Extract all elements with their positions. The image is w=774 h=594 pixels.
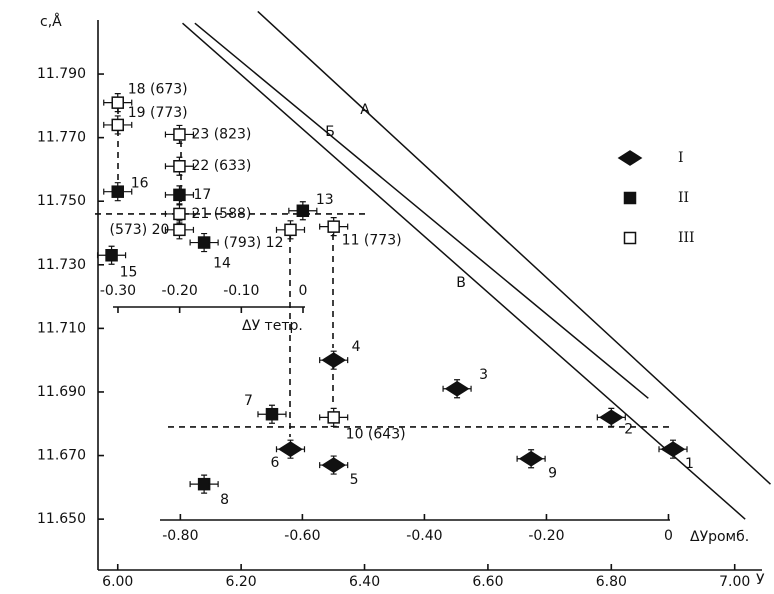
- x-tick-label: 6.20: [226, 574, 257, 590]
- trend-line: [194, 22, 649, 399]
- point: [265, 407, 279, 421]
- point: [321, 457, 347, 473]
- point: [321, 352, 347, 369]
- legend-label: I: [678, 150, 684, 166]
- point-label: 6: [270, 455, 279, 471]
- legend-marker: [623, 191, 637, 205]
- legend-marker: [617, 150, 643, 166]
- legend-marker: [623, 231, 637, 245]
- rhomb-axis-label: ΔУромб.: [690, 529, 749, 545]
- point-label: 10 (643): [346, 426, 406, 442]
- point-label: 16: [131, 176, 149, 192]
- point-label: 3: [479, 367, 488, 383]
- y-axis-label: c,Å: [40, 13, 62, 30]
- point-label: 7: [244, 393, 253, 409]
- axis-tick-label: -0.10: [223, 283, 259, 299]
- point: [296, 204, 310, 218]
- legend-label: II: [678, 190, 689, 206]
- point: [444, 380, 470, 397]
- point: [111, 118, 124, 132]
- point: [173, 223, 186, 237]
- axis-tick-label: -0.80: [162, 528, 198, 544]
- line-label: В: [456, 275, 466, 291]
- x-axis-label: У: [756, 572, 765, 588]
- point: [111, 96, 124, 109]
- point-label: 2: [624, 421, 633, 437]
- point-label: 11 (773): [342, 233, 402, 249]
- point-label: 1: [685, 456, 694, 472]
- point: [173, 159, 186, 173]
- point-label: 8: [220, 492, 229, 508]
- y-tick-label: 11.730: [37, 257, 86, 273]
- axis-tick-label: 0: [299, 283, 308, 299]
- point: [197, 236, 211, 249]
- point-label: (573) 20: [110, 222, 170, 238]
- point: [173, 188, 186, 202]
- point: [660, 441, 686, 458]
- point: [278, 441, 303, 458]
- y-tick-label: 11.670: [37, 448, 86, 464]
- axis-tick-label: 0: [664, 528, 673, 544]
- point: [518, 450, 544, 467]
- point: [111, 185, 124, 198]
- line-label: А: [360, 102, 370, 118]
- point-label: 13: [316, 192, 334, 208]
- point-label: (793) 12: [224, 235, 284, 251]
- point: [327, 220, 340, 233]
- point-label: 17: [193, 187, 211, 203]
- y-tick-label: 11.770: [37, 130, 86, 146]
- point: [173, 207, 186, 221]
- x-tick-label: 6.00: [102, 574, 133, 590]
- point-label: 4: [352, 339, 361, 355]
- line-label: Б: [325, 124, 335, 140]
- point: [598, 409, 624, 426]
- x-tick-label: 6.40: [349, 574, 380, 590]
- point-label: 23 (823): [191, 126, 251, 142]
- tetr-axis-label: ΔУ тетр.: [242, 318, 303, 334]
- trend-line: [257, 10, 771, 485]
- y-tick-label: 11.650: [37, 511, 86, 527]
- y-tick-label: 11.690: [37, 384, 86, 400]
- point-label: 5: [350, 472, 359, 488]
- legend-label: III: [678, 230, 695, 246]
- point-label: 18 (673): [128, 82, 188, 98]
- y-tick-label: 11.710: [37, 320, 86, 336]
- x-tick-label: 6.60: [472, 574, 503, 590]
- point: [173, 128, 186, 141]
- point-label: 9: [548, 466, 557, 482]
- point-label: 15: [120, 264, 138, 280]
- axis-tick-label: -0.30: [100, 283, 136, 299]
- point-label: 14: [213, 256, 231, 272]
- point: [284, 223, 297, 237]
- trend-line: [182, 22, 746, 520]
- point: [327, 411, 340, 424]
- axis-tick-label: -0.40: [406, 528, 442, 544]
- y-tick-label: 11.750: [37, 193, 86, 209]
- y-tick-label: 11.790: [37, 66, 86, 82]
- point-label: 21 (588): [191, 206, 251, 222]
- x-tick-label: 7.00: [719, 574, 750, 590]
- axis-tick-label: -0.20: [162, 283, 198, 299]
- axis-tick-label: -0.60: [284, 528, 320, 544]
- x-tick-label: 6.80: [596, 574, 627, 590]
- point-label: 22 (633): [191, 158, 251, 174]
- point: [105, 249, 118, 262]
- axis-tick-label: -0.20: [528, 528, 564, 544]
- point: [197, 477, 211, 491]
- point-label: 19 (773): [128, 105, 188, 121]
